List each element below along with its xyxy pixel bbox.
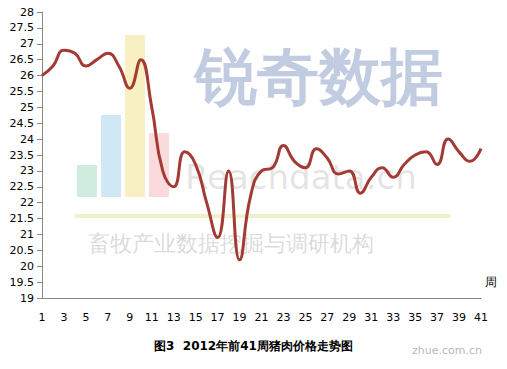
svg-text:26.5: 26.5 (10, 53, 35, 66)
svg-text:1: 1 (39, 311, 46, 324)
svg-text:锐奇数据: 锐奇数据 (193, 40, 443, 113)
svg-text:20.5: 20.5 (10, 244, 35, 257)
svg-text:11: 11 (145, 311, 159, 324)
svg-text:27: 27 (20, 37, 34, 50)
svg-text:15: 15 (189, 311, 203, 324)
svg-text:25: 25 (298, 311, 312, 324)
svg-text:29: 29 (342, 311, 356, 324)
svg-text:26: 26 (20, 69, 34, 82)
svg-text:畜牧产业数据挖掘与调研机构: 畜牧产业数据挖掘与调研机构 (88, 231, 374, 256)
svg-text:28: 28 (20, 6, 34, 19)
svg-text:周: 周 (485, 275, 497, 289)
svg-text:23: 23 (20, 164, 34, 177)
svg-text:图3 2012年前41周猪肉价格走势图: 图3 2012年前41周猪肉价格走势图 (154, 339, 353, 353)
svg-text:22: 22 (20, 196, 34, 209)
svg-text:20: 20 (20, 260, 34, 273)
svg-text:25.5: 25.5 (10, 85, 35, 98)
svg-text:5: 5 (82, 311, 89, 324)
svg-text:19: 19 (233, 311, 247, 324)
svg-text:33: 33 (386, 311, 400, 324)
svg-text:9: 9 (126, 311, 133, 324)
svg-text:37: 37 (430, 311, 444, 324)
svg-text:27.5: 27.5 (10, 21, 35, 34)
svg-text:13: 13 (167, 311, 181, 324)
svg-text:31: 31 (364, 311, 378, 324)
svg-text:23.5: 23.5 (10, 149, 35, 162)
svg-text:24: 24 (20, 133, 34, 146)
svg-text:21: 21 (255, 311, 269, 324)
svg-text:23: 23 (276, 311, 290, 324)
svg-text:25: 25 (20, 101, 34, 114)
svg-text:21.5: 21.5 (10, 212, 35, 225)
svg-text:7: 7 (104, 311, 111, 324)
svg-text:Reachdata.cn: Reachdata.cn (185, 157, 417, 197)
svg-text:17: 17 (211, 311, 225, 324)
svg-text:21: 21 (20, 228, 34, 241)
svg-text:24.5: 24.5 (10, 117, 35, 130)
svg-text:39: 39 (452, 311, 466, 324)
svg-text:19.5: 19.5 (10, 276, 35, 289)
svg-text:27: 27 (320, 311, 334, 324)
svg-text:35: 35 (408, 311, 422, 324)
svg-text:22.5: 22.5 (10, 180, 35, 193)
svg-text:41: 41 (474, 311, 488, 324)
svg-text:19: 19 (20, 292, 34, 305)
svg-text:3: 3 (60, 311, 67, 324)
svg-text:zhue.com.cn: zhue.com.cn (412, 344, 482, 357)
